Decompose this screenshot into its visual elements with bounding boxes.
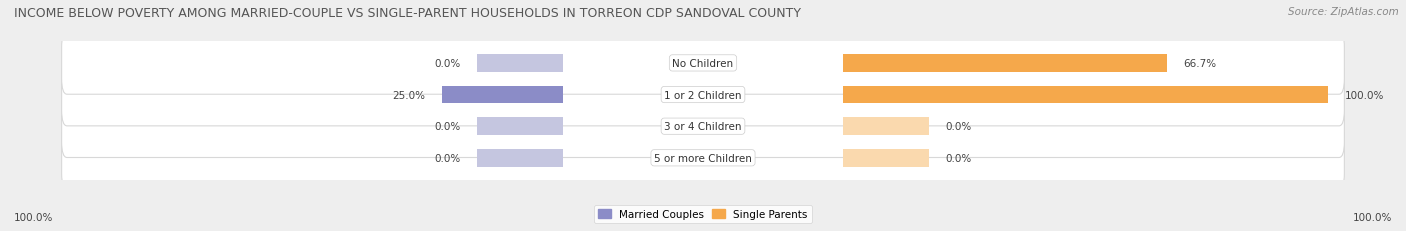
Text: 0.0%: 0.0% — [945, 122, 972, 132]
Bar — [844, 118, 929, 135]
Bar — [844, 86, 929, 104]
Text: Source: ZipAtlas.com: Source: ZipAtlas.com — [1288, 7, 1399, 17]
Legend: Married Couples, Single Parents: Married Couples, Single Parents — [595, 205, 811, 224]
Text: 1 or 2 Children: 1 or 2 Children — [664, 90, 742, 100]
Text: 3 or 4 Children: 3 or 4 Children — [664, 122, 742, 132]
FancyBboxPatch shape — [62, 64, 1344, 126]
FancyBboxPatch shape — [62, 127, 1344, 189]
Text: 0.0%: 0.0% — [945, 153, 972, 163]
Bar — [844, 149, 929, 167]
Text: 0.0%: 0.0% — [434, 153, 461, 163]
Text: 0.0%: 0.0% — [434, 122, 461, 132]
Bar — [844, 55, 1167, 72]
Text: 100.0%: 100.0% — [14, 212, 53, 222]
FancyBboxPatch shape — [62, 95, 1344, 158]
Text: 66.7%: 66.7% — [1182, 59, 1216, 69]
Text: 100.0%: 100.0% — [1344, 90, 1384, 100]
Text: No Children: No Children — [672, 59, 734, 69]
Bar — [477, 86, 562, 104]
Bar — [477, 55, 562, 72]
Bar — [844, 86, 1329, 104]
FancyBboxPatch shape — [62, 32, 1344, 95]
Bar — [477, 118, 562, 135]
Bar — [441, 86, 562, 104]
Text: 100.0%: 100.0% — [1353, 212, 1392, 222]
Text: INCOME BELOW POVERTY AMONG MARRIED-COUPLE VS SINGLE-PARENT HOUSEHOLDS IN TORREON: INCOME BELOW POVERTY AMONG MARRIED-COUPL… — [14, 7, 801, 20]
Bar — [477, 149, 562, 167]
Text: 25.0%: 25.0% — [392, 90, 426, 100]
Text: 5 or more Children: 5 or more Children — [654, 153, 752, 163]
Bar — [844, 55, 929, 72]
Text: 0.0%: 0.0% — [434, 59, 461, 69]
